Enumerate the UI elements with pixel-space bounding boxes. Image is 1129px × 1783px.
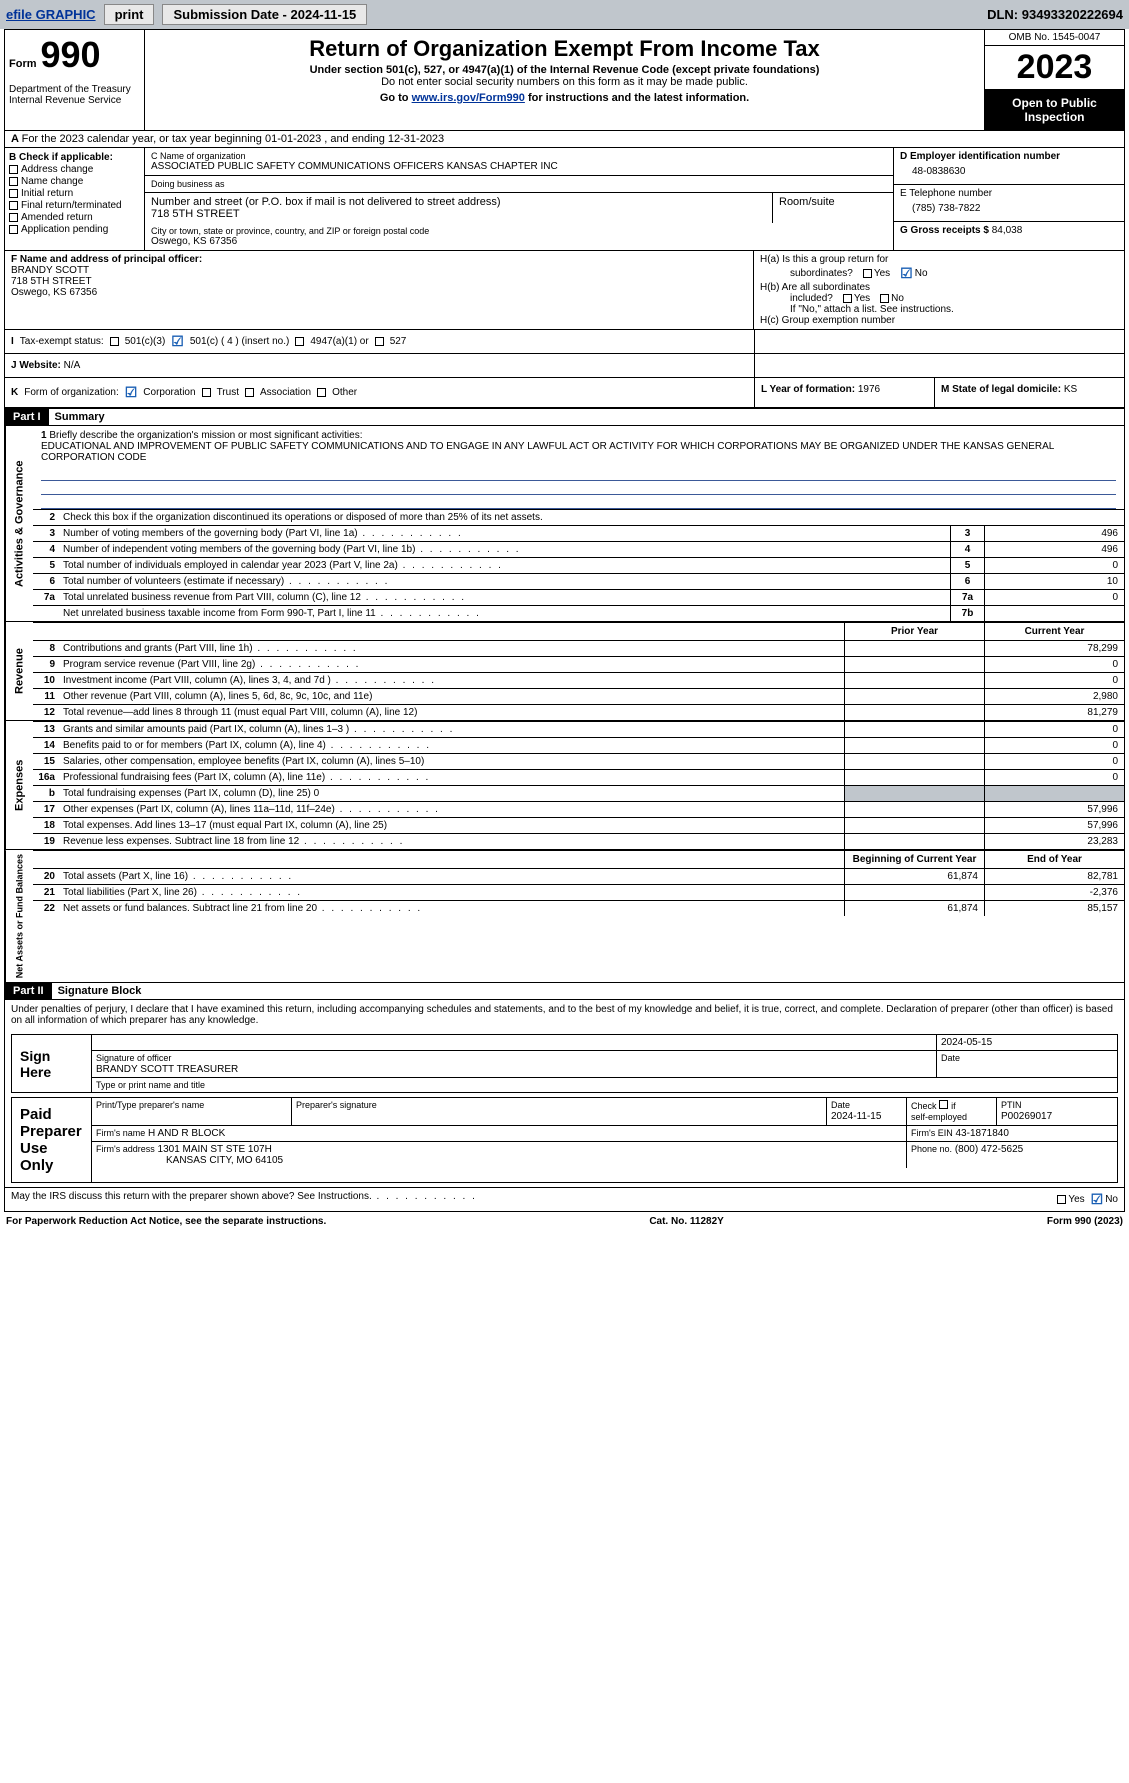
expenses-section: Expenses 13Grants and similar amounts pa… <box>5 721 1124 850</box>
chk-trust[interactable] <box>202 388 211 397</box>
subtitle-1: Under section 501(c), 527, or 4947(a)(1)… <box>151 64 978 76</box>
ptin: P00269017 <box>1001 1111 1052 1122</box>
chk-527[interactable] <box>375 337 384 346</box>
line3-value: 496 <box>984 526 1124 541</box>
revenue-section: Revenue Prior YearCurrent Year 8Contribu… <box>5 622 1124 721</box>
year-formation: 1976 <box>858 384 880 395</box>
chk-discuss-yes[interactable] <box>1057 1195 1066 1204</box>
chk-hb-yes[interactable] <box>843 294 852 303</box>
dln: DLN: 93493320222694 <box>987 7 1123 22</box>
street-address: 718 5TH STREET <box>151 208 766 220</box>
dept-treasury: Department of the TreasuryInternal Reven… <box>9 84 140 106</box>
website-value: N/A <box>64 360 81 371</box>
chk-assoc[interactable] <box>245 388 254 397</box>
top-bar: efile GRAPHIC print Submission Date - 20… <box>0 0 1129 29</box>
open-to-public: Open to PublicInspection <box>985 90 1124 130</box>
firm-name: H AND R BLOCK <box>148 1128 225 1139</box>
row-f-h: F Name and address of principal officer:… <box>5 251 1124 330</box>
gross-receipts: 84,038 <box>992 225 1023 236</box>
ein: 48-0838630 <box>900 162 1118 181</box>
check-icon: ☑ <box>171 333 184 350</box>
firm-phone: (800) 472-5625 <box>955 1144 1023 1155</box>
irs-link[interactable]: www.irs.gov/Form990 <box>412 92 525 104</box>
submission-date: Submission Date - 2024-11-15 <box>162 4 367 25</box>
officer-name: BRANDY SCOTT <box>11 265 747 276</box>
telephone: (785) 738-7822 <box>900 199 1118 218</box>
part-2-header: Part IISignature Block <box>5 983 1124 1000</box>
penalty-statement: Under penalties of perjury, I declare th… <box>5 1000 1124 1030</box>
col-c-org-info: C Name of organizationASSOCIATED PUBLIC … <box>145 148 894 250</box>
firm-ein: 43-1871840 <box>956 1128 1009 1139</box>
chk-name-change[interactable] <box>9 177 18 186</box>
chk-app-pending[interactable] <box>9 225 18 234</box>
page-footer: For Paperwork Reduction Act Notice, see … <box>0 1212 1129 1231</box>
chk-amended[interactable] <box>9 213 18 222</box>
chk-501c3[interactable] <box>110 337 119 346</box>
chk-4947[interactable] <box>295 337 304 346</box>
activities-governance: Activities & Governance 1 Briefly descri… <box>5 426 1124 622</box>
form-number: Form990 <box>9 34 140 76</box>
chk-hb-no[interactable] <box>880 294 889 303</box>
subtitle-2: Do not enter social security numbers on … <box>151 76 978 88</box>
chk-address-change[interactable] <box>9 165 18 174</box>
chk-self-employed[interactable] <box>939 1100 948 1109</box>
org-name: ASSOCIATED PUBLIC SAFETY COMMUNICATIONS … <box>151 161 887 172</box>
row-i-tax-status: ITax-exempt status: 501(c)(3) ☑501(c) ( … <box>5 330 1124 354</box>
row-b-c-d: B Check if applicable: Address change Na… <box>5 148 1124 251</box>
sign-date: 2024-05-15 <box>941 1037 992 1048</box>
form-990: Form990 Department of the TreasuryIntern… <box>4 29 1125 1212</box>
check-icon: ☑ <box>125 384 138 401</box>
omb-number: OMB No. 1545-0047 <box>985 30 1124 46</box>
form-title: Return of Organization Exempt From Incom… <box>151 36 978 62</box>
discuss-row: May the IRS discuss this return with the… <box>5 1187 1124 1211</box>
row-j-website: J Website: N/A <box>5 354 1124 378</box>
paid-preparer-block: Paid Preparer Use Only Print/Type prepar… <box>11 1097 1118 1183</box>
chk-initial-return[interactable] <box>9 189 18 198</box>
officer-signature: BRANDY SCOTT TREASURER <box>96 1064 238 1075</box>
state-domicile: KS <box>1064 384 1077 395</box>
form-header: Form990 Department of the TreasuryIntern… <box>5 30 1124 131</box>
check-icon: ☑ <box>900 265 913 282</box>
col-b-checkboxes: B Check if applicable: Address change Na… <box>5 148 145 250</box>
sign-here-block: Sign Here 2024-05-15 Signature of office… <box>11 1034 1118 1093</box>
tax-year: 2023 <box>985 46 1124 90</box>
city-state-zip: Oswego, KS 67356 <box>151 236 887 247</box>
chk-ha-yes[interactable] <box>863 269 872 278</box>
check-icon: ☑ <box>1091 1191 1104 1208</box>
instructions-link-row: Go to www.irs.gov/Form990 for instructio… <box>151 92 978 104</box>
line-a: A For the 2023 calendar year, or tax yea… <box>5 131 1124 148</box>
mission-text: EDUCATIONAL AND IMPROVEMENT OF PUBLIC SA… <box>41 441 1054 463</box>
part-1-header: Part ISummary <box>5 409 1124 426</box>
chk-final-return[interactable] <box>9 201 18 210</box>
print-button[interactable]: print <box>104 4 155 25</box>
net-assets-section: Net Assets or Fund Balances Beginning of… <box>5 850 1124 983</box>
efile-link[interactable]: efile GRAPHIC <box>6 7 96 22</box>
col-d-e-g: D Employer identification number48-08386… <box>894 148 1124 250</box>
chk-other[interactable] <box>317 388 326 397</box>
row-k-l-m: KForm of organization: ☑Corporation Trus… <box>5 378 1124 409</box>
